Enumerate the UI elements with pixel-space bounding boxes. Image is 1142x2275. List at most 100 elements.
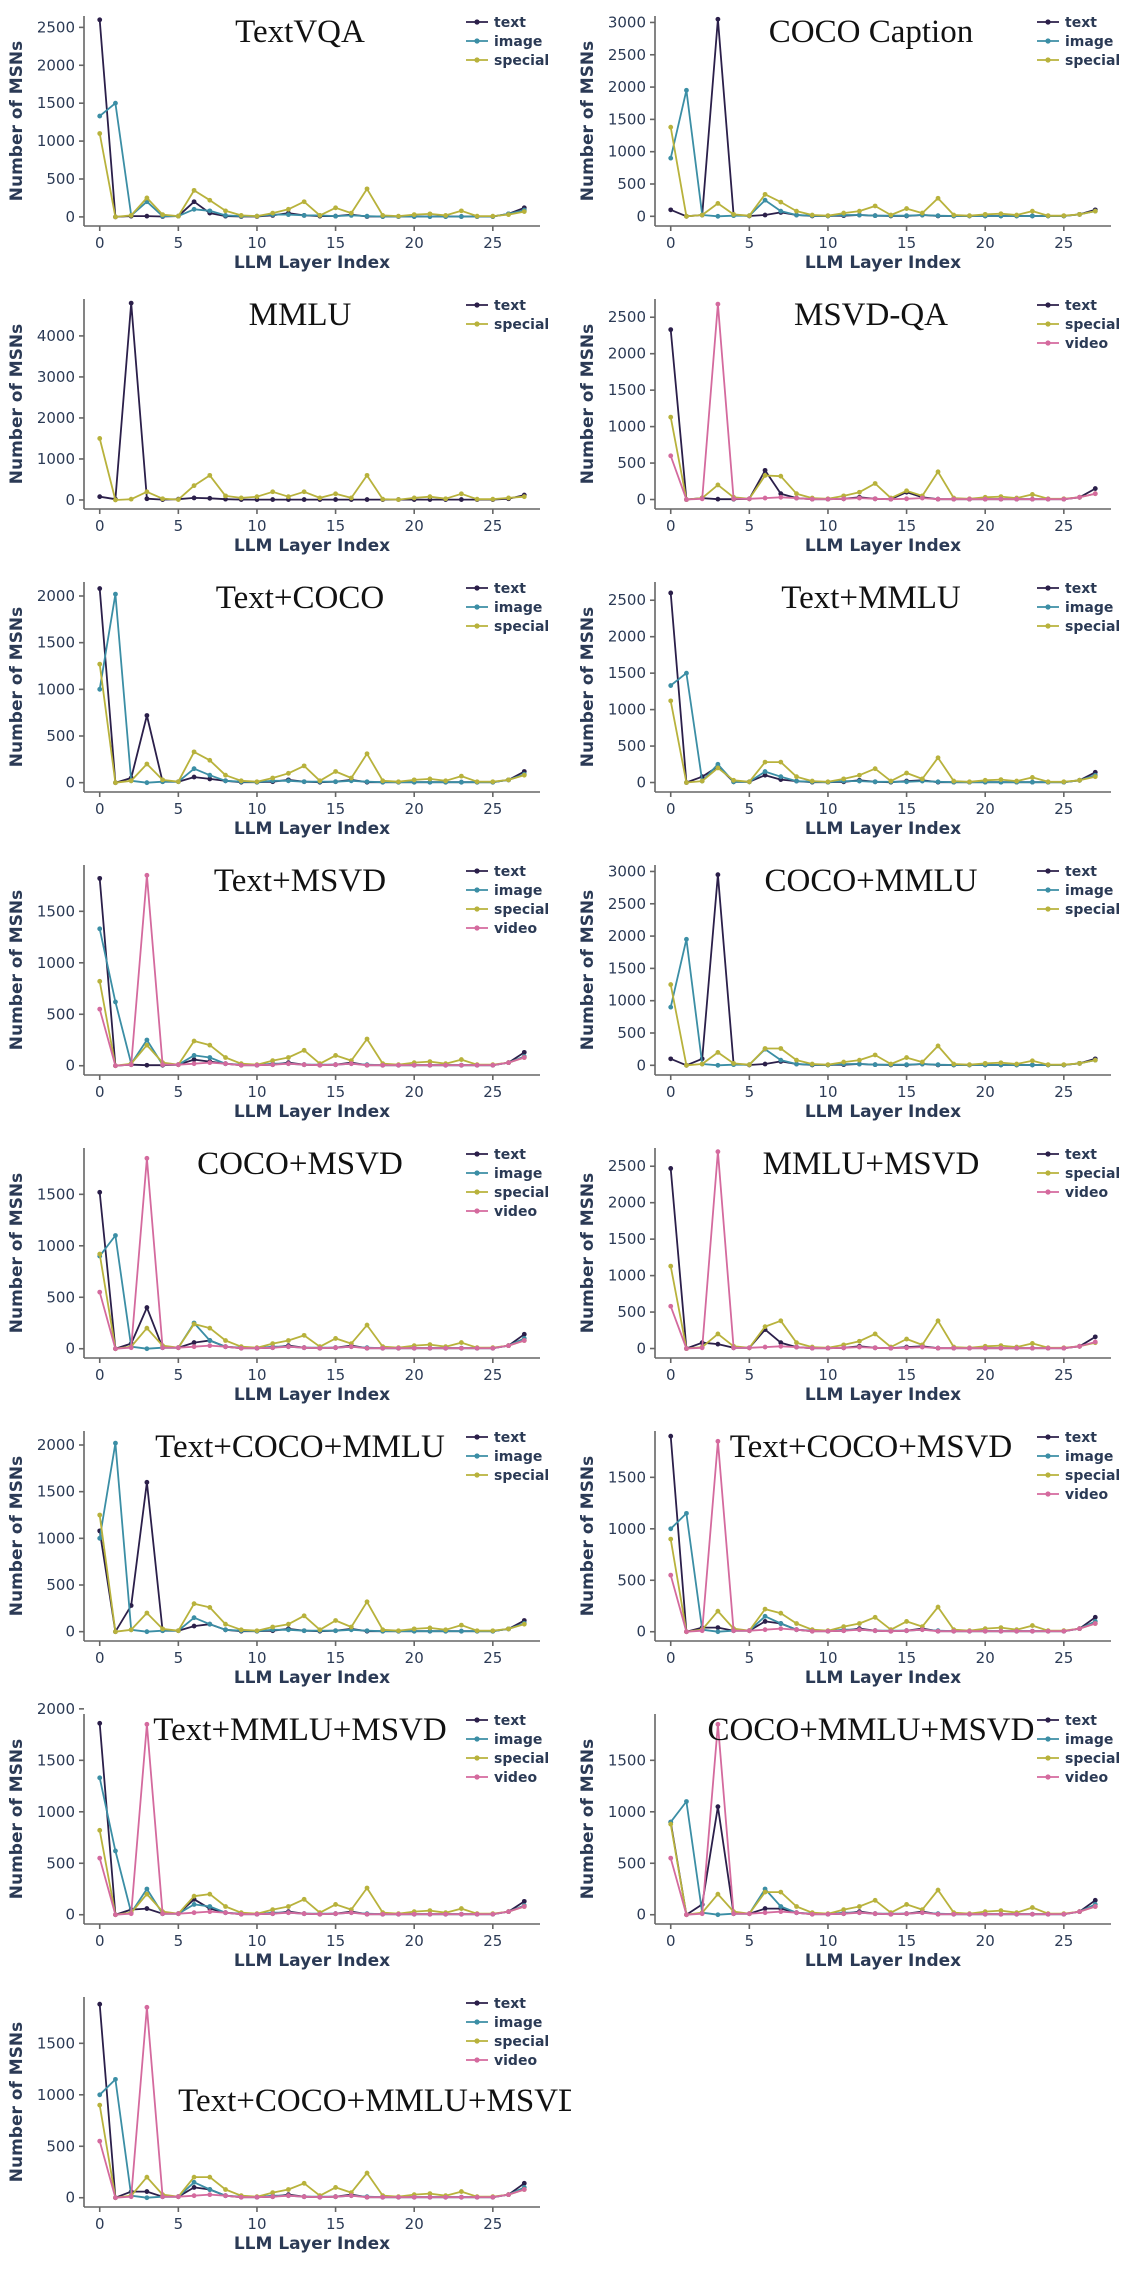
data-point-special (427, 1342, 433, 1348)
legend-marker-text (474, 302, 480, 308)
data-point-special (1029, 1058, 1035, 1064)
data-point-video (223, 1344, 228, 1350)
x-tick-label: 15 (326, 2215, 345, 2233)
data-point-video (191, 1061, 197, 1067)
data-point-special (841, 1059, 847, 1065)
data-point-video (506, 1909, 511, 1915)
data-point-special (301, 489, 307, 495)
data-point-video (207, 1909, 213, 1915)
data-point-video (919, 1910, 925, 1916)
data-point-special (857, 1904, 862, 1909)
data-point-special (223, 1338, 228, 1343)
data-point-video (809, 1628, 815, 1634)
data-point-video (904, 1345, 909, 1351)
data-point-video (857, 1910, 862, 1916)
data-point-special (762, 1606, 768, 1612)
data-point-special (521, 772, 527, 778)
data-point-special (967, 779, 972, 785)
chart-title: MMLU+MSVD (763, 1146, 980, 1182)
x-tick-label: 20 (405, 1649, 424, 1667)
legend-marker-video (1045, 1189, 1051, 1195)
data-point-text (668, 1056, 674, 1062)
data-point-special (254, 494, 260, 500)
legend-marker-special (474, 1189, 480, 1195)
data-point-text (144, 2189, 150, 2194)
legend-marker-image (474, 38, 480, 44)
data-point-special (904, 1055, 909, 1060)
chart-title: COCO+MMLU (765, 863, 978, 899)
legend-label: text (1065, 864, 1097, 880)
data-point-special (521, 209, 527, 214)
legend-label: special (1065, 53, 1120, 69)
data-point-video (1061, 496, 1067, 502)
data-point-image (97, 2092, 103, 2098)
legend-label: video (1065, 1770, 1108, 1786)
data-point-video (935, 496, 941, 502)
data-point-video (333, 1345, 338, 1351)
data-point-special (270, 1341, 276, 1346)
series-line-text (98, 1192, 525, 1350)
y-axis-label: Number of MSNs (7, 1456, 27, 1617)
data-point-video (254, 2194, 260, 2200)
data-point-text (191, 774, 197, 780)
data-point-video (458, 1345, 464, 1351)
data-point-image (223, 212, 228, 218)
y-tick-label: 1000 (608, 418, 646, 436)
chart-title: Text+MMLU+MSVD (153, 1712, 446, 1748)
data-point-special (160, 1626, 166, 1632)
data-point-image (301, 1628, 307, 1634)
data-point-video (490, 1345, 496, 1351)
data-point-special (411, 777, 417, 783)
legend-label: text (1065, 1147, 1097, 1163)
data-point-special (794, 208, 799, 214)
y-tick-label: 3000 (608, 862, 646, 880)
data-point-special (223, 208, 228, 214)
data-point-video (191, 2193, 197, 2199)
data-point-text (144, 1062, 150, 1068)
data-point-video (427, 2194, 433, 2200)
y-tick-label: 500 (617, 1571, 646, 1589)
data-point-text (458, 497, 464, 502)
data-point-special (935, 469, 941, 475)
data-point-special (207, 1891, 213, 1897)
x-tick-label: 0 (95, 234, 105, 252)
y-tick-label: 2000 (37, 1700, 75, 1718)
y-tick-label: 0 (65, 1623, 75, 1641)
data-point-image (668, 683, 674, 688)
data-point-video (97, 2138, 103, 2144)
data-point-special (458, 491, 464, 497)
data-point-image (762, 769, 768, 774)
y-tick-label: 1500 (37, 94, 75, 112)
data-point-video (888, 1628, 894, 1634)
data-point-video (113, 1346, 118, 1352)
data-point-video (1029, 1628, 1035, 1634)
data-point-video (411, 1345, 417, 1351)
data-point-video (144, 1721, 150, 1727)
data-point-video (778, 1626, 784, 1632)
data-point-text (191, 495, 197, 501)
data-point-video (97, 1855, 103, 1861)
x-tick-label: 15 (326, 1366, 345, 1384)
data-point-video (113, 2195, 118, 2201)
data-point-image (872, 779, 878, 785)
data-point-special (175, 497, 181, 502)
data-point-special (411, 495, 417, 501)
y-tick-label: 2500 (608, 591, 646, 609)
data-point-special (888, 1061, 894, 1067)
data-point-text (223, 496, 228, 502)
x-tick-label: 0 (666, 1649, 676, 1667)
data-point-special (998, 211, 1004, 217)
data-point-video (951, 1628, 957, 1634)
legend-marker-special (474, 1755, 480, 1761)
data-point-video (684, 1346, 689, 1351)
data-point-image (857, 1061, 862, 1067)
data-point-special (841, 1624, 847, 1629)
series-line-video (98, 1157, 525, 1350)
chart-panel: 0 500 1000 1500 2000 2500 0 5 10 15 20 25 LLM Layer … (578, 1146, 1120, 1405)
y-tick-label: 500 (617, 175, 646, 193)
data-point-video (380, 1911, 386, 1917)
x-tick-label: 5 (174, 1932, 184, 1950)
data-point-text (191, 199, 197, 205)
data-point-text (144, 1906, 150, 1911)
data-point-special (746, 213, 752, 219)
